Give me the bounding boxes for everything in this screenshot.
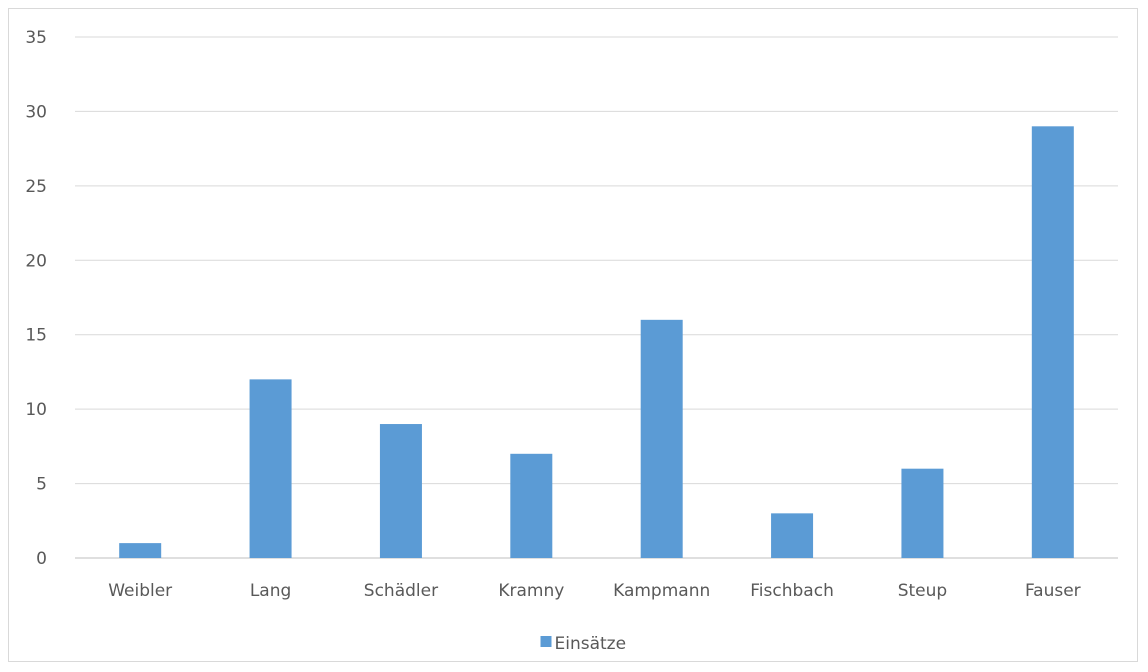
y-axis-tick-labels: 0 5 10 15 20 25 30 35 [25, 28, 47, 569]
gridlines [75, 36, 1118, 559]
x-tick-label: Kampmann [613, 581, 710, 601]
bar [640, 319, 683, 558]
legend: Einsätze [540, 634, 627, 654]
x-tick-label: Weibler [108, 581, 172, 601]
bar [901, 468, 944, 558]
y-tick-label: 20 [25, 251, 47, 271]
bars [119, 126, 1074, 559]
bar [119, 543, 162, 558]
bar [1031, 126, 1074, 559]
legend-label: Einsätze [555, 634, 627, 654]
x-tick-label: Schädler [364, 581, 438, 601]
bar [510, 453, 553, 558]
y-tick-label: 25 [25, 177, 47, 197]
y-tick-label: 5 [36, 475, 47, 495]
bar [379, 424, 422, 558]
y-tick-label: 35 [25, 28, 47, 48]
legend-swatch [540, 636, 552, 647]
x-tick-label: Fischbach [750, 581, 834, 601]
x-tick-label: Lang [250, 581, 291, 601]
y-tick-label: 10 [25, 400, 47, 420]
x-tick-label: Steup [898, 581, 947, 601]
x-tick-label: Fauser [1025, 581, 1081, 601]
bar [771, 513, 814, 558]
bar [249, 379, 292, 558]
x-axis-tick-labels: Weibler Lang Schädler Kramny Kampmann Fischba… [108, 581, 1080, 601]
y-tick-label: 30 [25, 102, 47, 122]
y-tick-label: 0 [36, 549, 47, 569]
x-tick-label: Kramny [498, 581, 564, 601]
y-tick-label: 15 [25, 326, 47, 346]
